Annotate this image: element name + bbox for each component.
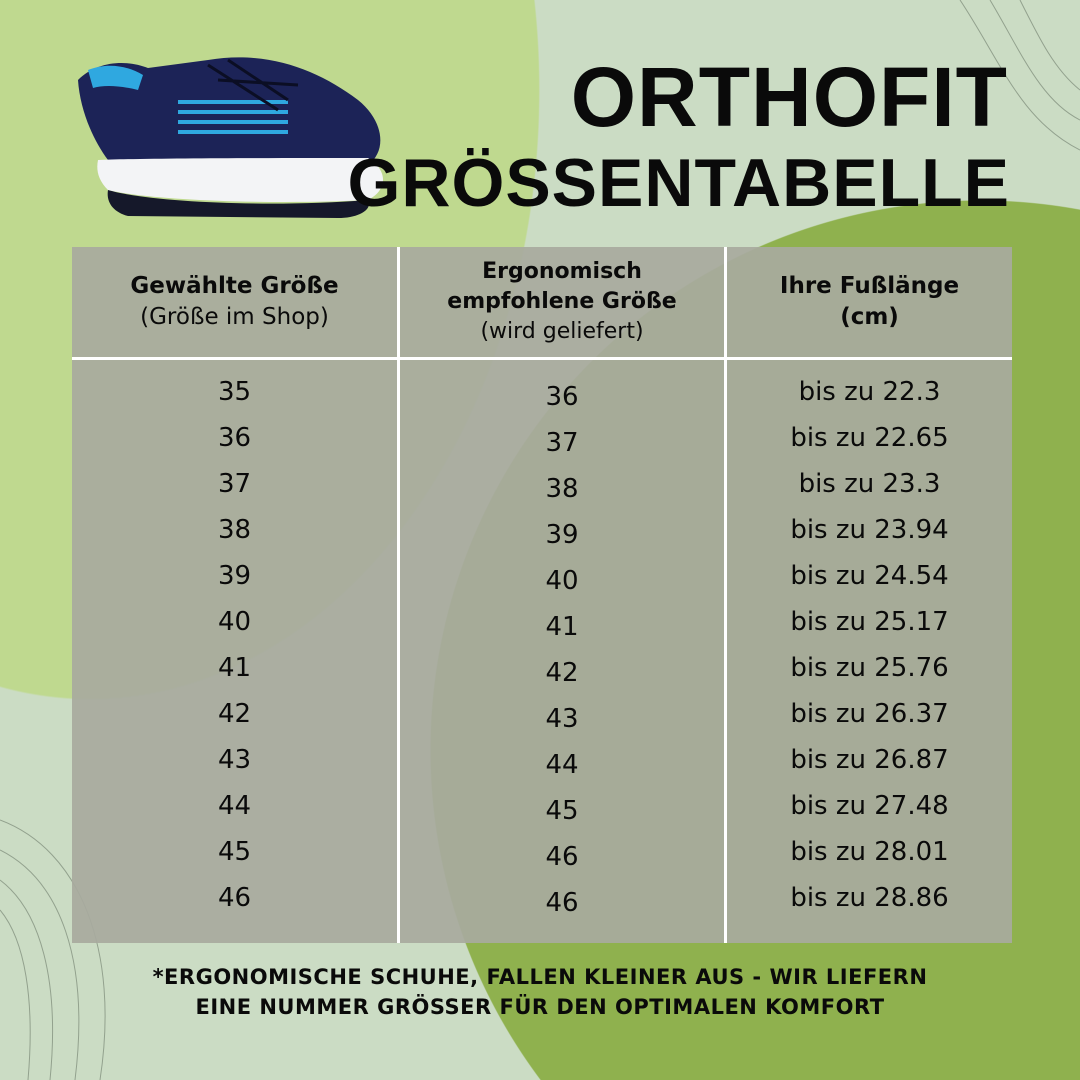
footnote-line: EINE NUMMER GRÖSSER FÜR DEN OPTIMALEN KO…: [195, 995, 885, 1019]
header-selected-size: Gewählte Größe (Größe im Shop): [72, 247, 397, 357]
table-cell: 37: [545, 428, 579, 458]
table-cell: 40: [217, 607, 252, 637]
table-cell: bis zu 23.3: [798, 469, 941, 499]
column-recommended-size: 36 37 38 39 40 41 42 43 44 45 46 46: [400, 247, 724, 943]
table-cell: 40: [545, 566, 579, 596]
table-cell: bis zu 24.54: [790, 561, 949, 591]
header-divider: [72, 357, 1012, 360]
table-cell: 41: [545, 612, 579, 642]
table-cell: bis zu 22.3: [798, 377, 941, 407]
shoe-image: [78, 57, 383, 218]
table-cell: 38: [217, 515, 252, 545]
table-cell: 43: [545, 704, 579, 734]
header-title: Gewählte Größe: [130, 273, 339, 299]
table-cell: 36: [217, 423, 252, 453]
table-cell: 42: [545, 658, 579, 688]
table-cell: bis zu 28.01: [790, 837, 949, 867]
table-cell: 38: [545, 474, 579, 504]
table-cell: 46: [545, 842, 579, 872]
table-cell: 42: [217, 699, 252, 729]
header-title: Ergonomisch empfohlene Größe: [447, 259, 677, 314]
table-cell: bis zu 25.76: [790, 653, 949, 683]
table-cell: bis zu 26.87: [790, 745, 949, 775]
table-cell: 44: [217, 791, 252, 821]
column-foot-length: bis zu 22.3 bis zu 22.65 bis zu 23.3 bis zu…: [727, 247, 1012, 943]
table-cell: 35: [217, 377, 252, 407]
column-divider: [724, 247, 727, 943]
table-cell: 45: [545, 796, 579, 826]
table-cell: bis zu 26.37: [790, 699, 949, 729]
table-cell: 45: [217, 837, 252, 867]
column-divider: [397, 247, 400, 943]
brand-title: ORTHOFIT: [570, 50, 1008, 144]
size-table: Gewählte Größe (Größe im Shop) Ergonomis…: [72, 247, 1012, 943]
table-cell: bis zu 23.94: [790, 515, 949, 545]
header-subtitle: (Größe im Shop): [140, 304, 329, 330]
header-subtitle: (wird geliefert): [480, 319, 644, 344]
column-selected-size: 35 36 37 38 39 40 41 42 43 44 45 46: [72, 247, 397, 943]
footnote-line: *ERGONOMISCHE SCHUHE, FALLEN KLEINER AUS…: [152, 965, 928, 989]
table-cell: 41: [217, 653, 252, 683]
table-cell: 39: [217, 561, 252, 591]
table-cell: bis zu 25.17: [790, 607, 949, 637]
table-cell: 46: [217, 883, 252, 913]
table-cell: bis zu 22.65: [790, 423, 949, 453]
table-cell: bis zu 28.86: [790, 883, 949, 913]
table-cell: 39: [545, 520, 579, 550]
page-title: GRÖSSENTABELLE: [347, 145, 1010, 221]
footnote: *ERGONOMISCHE SCHUHE, FALLEN KLEINER AUS…: [0, 962, 1080, 1022]
header-foot-length: Ihre Fußlänge (cm): [727, 247, 1012, 357]
table-cell: bis zu 27.48: [790, 791, 949, 821]
table-cell: 36: [545, 382, 579, 412]
header-title: Ihre Fußlänge (cm): [779, 273, 960, 330]
table-cell: 37: [217, 469, 252, 499]
table-cell: 44: [545, 750, 579, 780]
header-recommended-size: Ergonomisch empfohlene Größe (wird gelie…: [400, 247, 724, 357]
table-cell: 46: [545, 888, 579, 918]
table-cell: 43: [217, 745, 252, 775]
